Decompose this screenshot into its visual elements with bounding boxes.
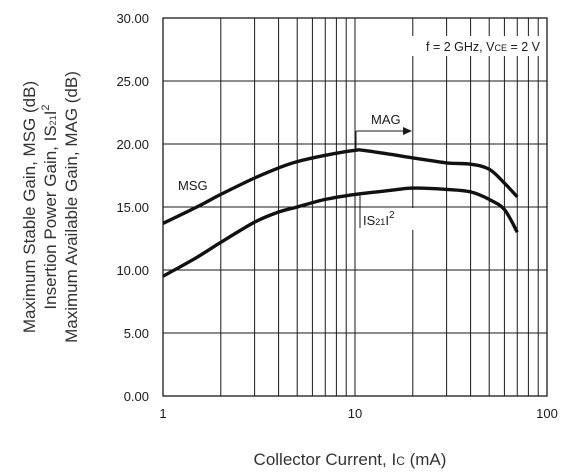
y-tick-labels: 0.00 5.00 10.00 15.00 20.00 25.00 30.00	[116, 11, 149, 404]
x-tick-label: 10	[348, 406, 362, 421]
curves	[162, 148, 519, 278]
x-axis-title: Collector Current, IC (mA)	[254, 450, 447, 469]
conditions-label: f = 2 GHz, VCE = 2 V	[426, 40, 541, 54]
y-tick-label: 10.00	[116, 263, 149, 278]
y-axis-title-line-2: Insertion Power Gain, IS21I2	[40, 104, 60, 309]
conditions-box	[388, 36, 542, 56]
x-tick-labels: 1 10 100	[159, 406, 557, 421]
y-tick-label: 15.00	[116, 200, 149, 215]
y-tick-label: 0.00	[124, 389, 149, 404]
mag-arrow-head	[403, 127, 412, 135]
y-axis-title: Maximum Stable Gain, MSG (dB) Insertion …	[20, 71, 81, 343]
y-axis-title-line-1: Maximum Stable Gain, MSG (dB)	[20, 81, 39, 333]
x-tick-label: 1	[159, 406, 166, 421]
mag-label: MAG	[371, 112, 401, 127]
y-tick-label: 5.00	[124, 326, 149, 341]
series-line-2	[162, 186, 519, 278]
msg-label: MSG	[178, 178, 208, 193]
y-tick-label: 20.00	[116, 137, 149, 152]
y-axis-title-line-3: Maximum Available Gain, MAG (dB)	[62, 71, 81, 343]
x-tick-label: 100	[536, 406, 558, 421]
mag-label-bg	[369, 111, 405, 127]
series-line-1	[162, 148, 519, 225]
grid	[163, 18, 547, 396]
y-tick-label: 25.00	[116, 74, 149, 89]
plot-frame	[162, 17, 548, 397]
y-tick-label: 30.00	[116, 11, 149, 26]
s21-label: IS21I2	[363, 210, 395, 228]
s21-label-bg	[362, 208, 414, 230]
msg-label-bg	[176, 176, 210, 193]
